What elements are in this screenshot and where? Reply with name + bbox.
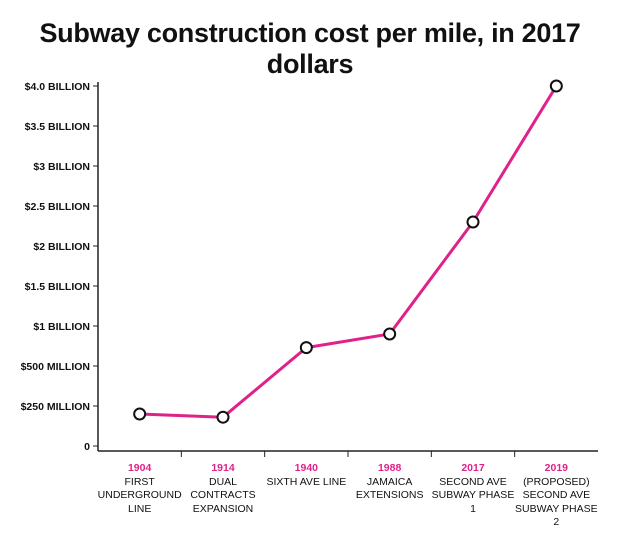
x-category-name: Jamaica Extensions (355, 475, 424, 502)
x-category-label: 1904 First Underground Line (97, 462, 183, 516)
x-category-year: 2019 (544, 462, 568, 474)
y-tick-label: $3 BILLION (33, 161, 90, 173)
x-category-name: Second Ave Subway Phase 1 (431, 475, 515, 515)
data-point (549, 79, 563, 93)
x-category-label: 1914 Dual Contracts Expansion (180, 462, 266, 516)
data-point (383, 327, 397, 341)
data-point (133, 407, 147, 421)
x-category-year: 2017 (461, 462, 485, 474)
x-category-name: Dual Contracts Expansion (190, 475, 256, 515)
y-tick-label: $3.5 BILLION (25, 121, 90, 133)
y-tick-label: $2 BILLION (33, 241, 90, 253)
data-point (466, 215, 480, 229)
x-category-year: 1940 (294, 462, 318, 474)
y-tick-label: $250 MILLION (21, 401, 90, 413)
x-category-label: 1940 Sixth Ave Line (263, 462, 349, 489)
x-category-label: 2017 Second Ave Subway Phase 1 (430, 462, 516, 516)
series-line (139, 85, 558, 419)
y-tick-label: 0 (84, 441, 90, 453)
chart-title: Subway construction cost per mile, in 20… (39, 18, 581, 79)
y-tick-label: $4.0 BILLION (25, 81, 90, 93)
data-point (299, 341, 313, 355)
x-category-label: 1988 Jamaica Extensions (347, 462, 433, 503)
y-tick-label: $1.5 BILLION (25, 281, 90, 293)
x-category-name: First Underground Line (97, 475, 182, 515)
x-category-year: 1904 (127, 462, 152, 474)
x-category-year: 1988 (377, 462, 402, 474)
y-tick-label: $1 BILLION (33, 321, 90, 333)
y-tick-label: $2.5 BILLION (25, 201, 90, 213)
y-tick-label: $500 MILLION (21, 361, 90, 373)
x-category-label: 2019 (Proposed) Second Ave Subway Phase 2 (513, 462, 599, 530)
x-category-name: Sixth Ave Line (266, 475, 347, 488)
data-point (216, 410, 230, 424)
x-category-year: 1914 (211, 462, 235, 474)
x-category-name: (Proposed) Second Ave Subway Phase 2 (514, 475, 598, 529)
